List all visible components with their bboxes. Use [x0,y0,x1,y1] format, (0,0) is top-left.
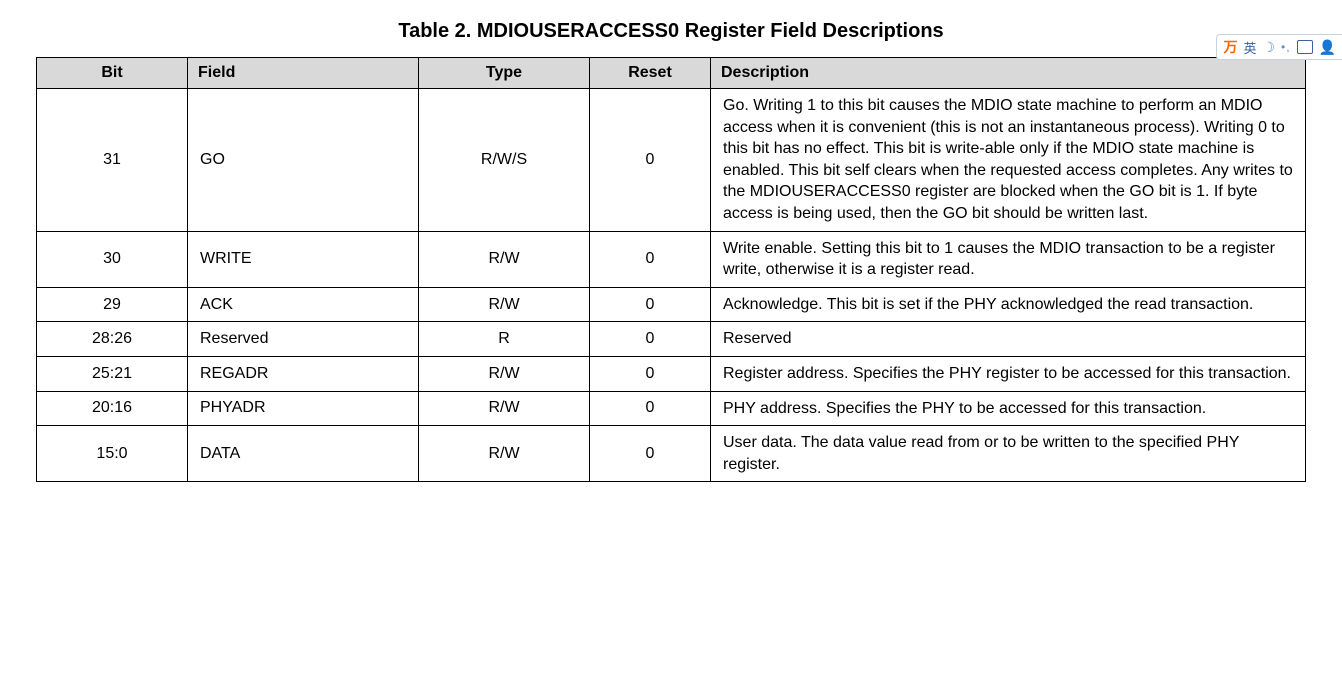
cell-reset: 0 [590,287,711,322]
cell-description: Acknowledge. This bit is set if the PHY … [711,287,1306,322]
cell-field: DATA [188,426,419,482]
cell-reset: 0 [590,356,711,391]
moon-icon[interactable]: ☽ [1262,39,1275,56]
cell-description: Write enable. Setting this bit to 1 caus… [711,231,1306,287]
punctuation-icon[interactable]: •, [1281,40,1291,54]
table-row: 28:26 Reserved R 0 Reserved [37,322,1306,357]
cell-description: Reserved [711,322,1306,357]
cell-type: R/W [419,426,590,482]
cell-field: Reserved [188,322,419,357]
ime-lang-label[interactable]: 英 [1243,38,1256,57]
cell-reset: 0 [590,426,711,482]
cell-type: R/W [419,287,590,322]
register-table: Bit Field Type Reset Description 31 GO R… [36,57,1306,482]
col-header-type: Type [419,58,590,89]
table-header-row: Bit Field Type Reset Description [37,58,1306,89]
cell-reset: 0 [590,231,711,287]
cell-type: R/W [419,356,590,391]
cell-reset: 0 [590,322,711,357]
col-header-description: Description [711,58,1306,89]
cell-bit: 30 [37,231,188,287]
table-title: Table 2. MDIOUSERACCESS0 Register Field … [30,20,1312,43]
cell-type: R/W/S [419,89,590,232]
user-icon[interactable]: 👤 [1319,39,1336,56]
cell-field: ACK [188,287,419,322]
col-header-bit: Bit [37,58,188,89]
table-row: 29 ACK R/W 0 Acknowledge. This bit is se… [37,287,1306,322]
cell-bit: 29 [37,287,188,322]
cell-bit: 25:21 [37,356,188,391]
cell-description: User data. The data value read from or t… [711,426,1306,482]
table-body: 31 GO R/W/S 0 Go. Writing 1 to this bit … [37,89,1306,482]
cell-type: R [419,322,590,357]
table-row: 25:21 REGADR R/W 0 Register address. Spe… [37,356,1306,391]
keyboard-icon[interactable] [1297,40,1313,54]
cell-field: REGADR [188,356,419,391]
ime-logo-icon[interactable]: 万 [1223,37,1237,57]
ime-toolbar[interactable]: 万 英 ☽ •, 👤 [1216,34,1342,60]
cell-field: GO [188,89,419,232]
cell-field: PHYADR [188,391,419,426]
cell-bit: 20:16 [37,391,188,426]
cell-reset: 0 [590,89,711,232]
cell-description: Go. Writing 1 to this bit causes the MDI… [711,89,1306,232]
table-row: 15:0 DATA R/W 0 User data. The data valu… [37,426,1306,482]
cell-field: WRITE [188,231,419,287]
cell-type: R/W [419,231,590,287]
col-header-field: Field [188,58,419,89]
cell-type: R/W [419,391,590,426]
cell-bit: 28:26 [37,322,188,357]
table-row: 30 WRITE R/W 0 Write enable. Setting thi… [37,231,1306,287]
table-row: 31 GO R/W/S 0 Go. Writing 1 to this bit … [37,89,1306,232]
cell-bit: 15:0 [37,426,188,482]
cell-description: Register address. Specifies the PHY regi… [711,356,1306,391]
col-header-reset: Reset [590,58,711,89]
cell-bit: 31 [37,89,188,232]
cell-description: PHY address. Specifies the PHY to be acc… [711,391,1306,426]
table-row: 20:16 PHYADR R/W 0 PHY address. Specifie… [37,391,1306,426]
cell-reset: 0 [590,391,711,426]
